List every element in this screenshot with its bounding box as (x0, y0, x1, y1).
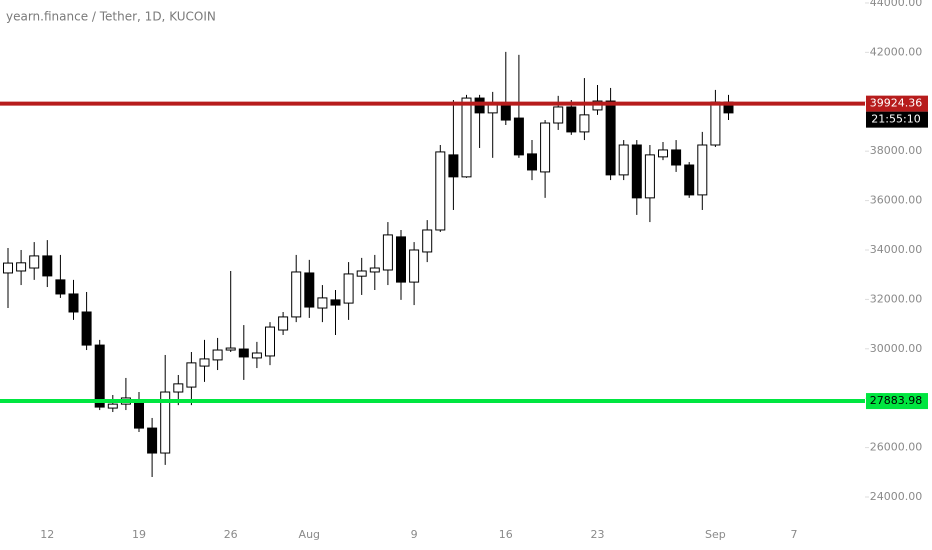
candle-body (396, 236, 406, 283)
candle-body (566, 106, 577, 133)
x-tick-label: 7 (791, 528, 798, 541)
candle-body (212, 349, 223, 361)
y-tick-label: 36000.00 (870, 194, 923, 207)
candle-body (251, 352, 262, 359)
level-label: 39924.36 (870, 97, 923, 110)
candle-body (461, 97, 472, 178)
candle-body (527, 153, 537, 171)
candle-body (94, 344, 105, 408)
candle-body (265, 326, 275, 357)
level-label-bg (866, 393, 928, 410)
candle-body (409, 249, 420, 283)
candle-body (317, 297, 328, 309)
candle-body (553, 106, 564, 124)
candle-body (330, 299, 341, 306)
candle-body (343, 273, 354, 304)
level-label: 27883.98 (870, 394, 923, 407)
candle-body (697, 144, 708, 196)
candle-body (605, 100, 616, 176)
candle-body (225, 347, 236, 351)
candle-body (435, 151, 446, 231)
candle-body (199, 358, 210, 367)
candle-body (160, 391, 171, 454)
candle-body (81, 311, 92, 346)
candle-body (710, 101, 721, 146)
candle-body (422, 229, 433, 253)
candle-body (186, 362, 197, 388)
y-tick-label: 42000.00 (870, 45, 923, 58)
candle-body (356, 270, 367, 277)
candle-body (173, 383, 184, 393)
candle-body (487, 104, 498, 114)
candle-body (540, 122, 551, 173)
y-tick-label: 30000.00 (870, 342, 923, 355)
level-label-bg (866, 95, 928, 112)
candle-body (55, 279, 66, 295)
candle-body (107, 403, 118, 409)
candle-body (29, 255, 40, 269)
candle-body (618, 144, 629, 176)
price-axis-bg (865, 0, 932, 550)
candle-body (644, 154, 655, 199)
x-tick-label: 9 (411, 528, 418, 541)
candle-body (42, 255, 53, 277)
y-tick-label: 38000.00 (870, 144, 923, 157)
candle-body (304, 272, 315, 308)
y-tick-label: 24000.00 (870, 490, 923, 503)
x-tick-label: 19 (132, 528, 146, 541)
chart-title: yearn.finance / Tether, 1D, KUCOIN (6, 10, 216, 24)
candle-body (68, 293, 79, 313)
x-tick-label: 12 (40, 528, 54, 541)
candle-body (134, 399, 144, 429)
x-tick-label: 16 (499, 528, 513, 541)
y-tick-label: 34000.00 (870, 243, 923, 256)
candle-body (513, 117, 524, 156)
candle-body (631, 144, 642, 199)
countdown: 21:55:10 (871, 113, 920, 126)
candle-body (369, 267, 380, 273)
candle-body (16, 262, 27, 272)
candle-body (658, 149, 668, 158)
y-tick-label: 32000.00 (870, 292, 923, 305)
countdown-bg (866, 111, 928, 128)
y-tick-label: 44000.00 (870, 0, 923, 9)
y-tick-label: 26000.00 (870, 441, 923, 454)
candle-body (684, 164, 695, 196)
candle-body (448, 154, 459, 178)
candle-body (278, 316, 289, 331)
candle-body (291, 271, 302, 318)
candle-body (382, 234, 393, 271)
x-tick-label: 26 (224, 528, 238, 541)
candle-body (147, 427, 158, 454)
candle-body (3, 262, 13, 274)
x-tick-label: 23 (591, 528, 605, 541)
candle-body (671, 149, 682, 166)
candle-body (238, 348, 249, 358)
x-tick-label: Sep (705, 528, 726, 541)
plot-area (3, 51, 734, 477)
candle-body (500, 104, 511, 121)
candle-body (579, 114, 590, 133)
x-tick-label: Aug (299, 528, 320, 541)
